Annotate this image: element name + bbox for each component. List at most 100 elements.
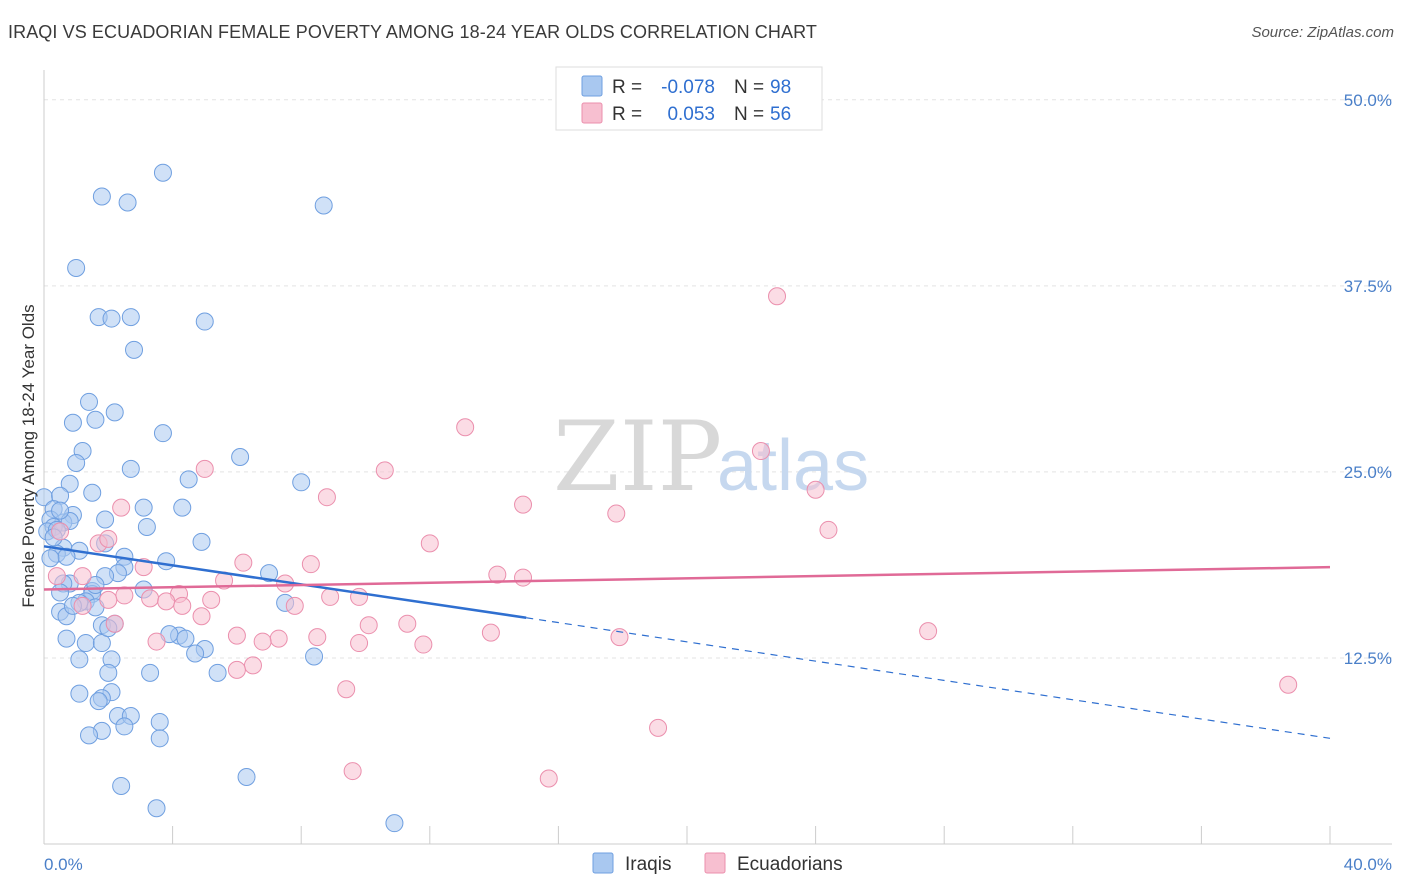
iraqi-point <box>125 340 144 359</box>
ecuadorian-point <box>227 626 246 645</box>
ecuadorian-point <box>1279 675 1298 694</box>
bottom-legend-label-ecuadorians: Ecuadorians <box>737 854 843 875</box>
ecuadorian-point <box>234 553 253 572</box>
ecuadorian-point <box>514 568 533 587</box>
iraqi-point <box>67 258 86 277</box>
iraqi-point <box>147 799 166 818</box>
iraqi-point <box>192 532 211 551</box>
y-tick-label: 12.5% <box>1344 649 1392 668</box>
iraqi-point <box>102 309 121 328</box>
ecuadorian-point <box>157 592 176 611</box>
x-tick-label-max: 40.0% <box>1344 855 1392 874</box>
iraqi-point <box>70 684 89 703</box>
legend-n-label: N = <box>734 77 764 98</box>
iraqi-point <box>76 634 95 653</box>
iraqi-point <box>292 473 311 492</box>
ecuadorian-point <box>488 565 507 584</box>
ecuadorian-point <box>73 596 92 615</box>
iraqi-point <box>150 712 169 731</box>
tick-labels: 12.5% 25.0% 37.5% 50.0% 0.0% 40.0% <box>44 91 1392 874</box>
ecuadorian-point <box>141 589 160 608</box>
iraqi-point <box>86 410 105 429</box>
iraqi-point <box>134 498 153 517</box>
watermark-atlas: atlas <box>717 426 869 506</box>
ecuadorian-point <box>919 622 938 641</box>
axes <box>43 70 1392 845</box>
bottom-legend-swatch-iraqis <box>592 852 614 874</box>
y-tick-label: 25.0% <box>1344 463 1392 482</box>
iraqi-point <box>150 729 169 748</box>
iraqi-point <box>186 644 205 663</box>
ecuadorian-point <box>514 495 533 514</box>
watermark-zip: ZIP <box>553 401 722 513</box>
ecuadorian-point <box>227 660 246 679</box>
ecuadorian-point <box>337 680 356 699</box>
legend-r-label: R = <box>612 104 642 125</box>
legend-swatch-iraqis <box>581 75 603 97</box>
ecuadorian-point <box>649 718 668 737</box>
iraqi-point <box>83 483 102 502</box>
iraqi-point <box>92 187 111 206</box>
legend-swatch-ecuadorians <box>581 102 603 124</box>
ecuadorian-point <box>768 287 787 306</box>
ecuadorian-point <box>99 590 118 609</box>
ecuadorian-point <box>285 596 304 615</box>
iraqi-point <box>99 663 118 682</box>
legend-n-value-ecuadorians: 56 <box>770 104 791 125</box>
ecuadorian-point <box>115 586 134 605</box>
ecuadorian-point <box>317 488 336 507</box>
ecuadorian-point <box>269 629 288 648</box>
iraqis-trend-line-extension <box>526 617 1331 739</box>
watermark: ZIP atlas <box>553 401 869 513</box>
ecuadorians-trend-line <box>43 565 1331 591</box>
ecuadorian-point <box>819 520 838 539</box>
iraqi-point <box>195 312 214 331</box>
ecuadorian-point <box>343 762 362 781</box>
ecuadorian-point <box>253 632 272 651</box>
iraqi-point <box>179 470 198 489</box>
iraqi-point <box>57 629 76 648</box>
correlation-legend: R = -0.078 N = 98 R = 0.053 N = 56 <box>555 66 823 131</box>
iraqi-point <box>67 453 86 472</box>
iraqi-point <box>41 549 60 568</box>
iraqi-point <box>153 163 172 182</box>
ecuadorian-point <box>539 769 558 788</box>
iraqi-point <box>173 498 192 517</box>
iraqi-point <box>385 814 404 833</box>
ecuadorian-point <box>47 567 66 586</box>
legend-r-label: R = <box>612 77 642 98</box>
iraqi-point <box>260 564 279 583</box>
y-tick-label: 37.5% <box>1344 277 1392 296</box>
source-label: Source: ZipAtlas.com <box>1251 24 1394 41</box>
ecuadorian-point <box>420 534 439 553</box>
ecuadorian-point <box>192 607 211 626</box>
data-points <box>35 163 1298 833</box>
iraqi-point <box>70 650 89 669</box>
ecuadorian-point <box>375 461 394 480</box>
ecuadorian-point <box>350 634 369 653</box>
ecuadorian-point <box>147 632 166 651</box>
ecuadorian-point <box>321 587 340 606</box>
legend-r-value-iraqis: -0.078 <box>661 77 715 98</box>
iraqi-point <box>112 776 131 795</box>
iraqi-point <box>92 634 111 653</box>
ecuadorian-point <box>414 635 433 654</box>
iraqis-trend-line <box>43 545 527 619</box>
iraqi-point <box>153 424 172 443</box>
iraqi-point <box>141 663 160 682</box>
x-tick-label-min: 0.0% <box>44 855 83 874</box>
iraqi-point <box>121 308 140 327</box>
bottom-legend-label-iraqis: Iraqis <box>625 854 671 875</box>
ecuadorian-point <box>481 623 500 642</box>
iraqi-point <box>60 474 79 493</box>
iraqi-point <box>105 403 124 422</box>
iraqi-point <box>51 583 70 602</box>
iraqi-point <box>80 392 99 411</box>
ecuadorian-point <box>99 529 118 548</box>
iraqi-point <box>96 510 115 529</box>
trend-lines <box>43 545 1331 739</box>
ecuadorian-point <box>607 504 626 523</box>
iraqi-point <box>157 552 176 571</box>
iraqi-point <box>89 692 108 711</box>
